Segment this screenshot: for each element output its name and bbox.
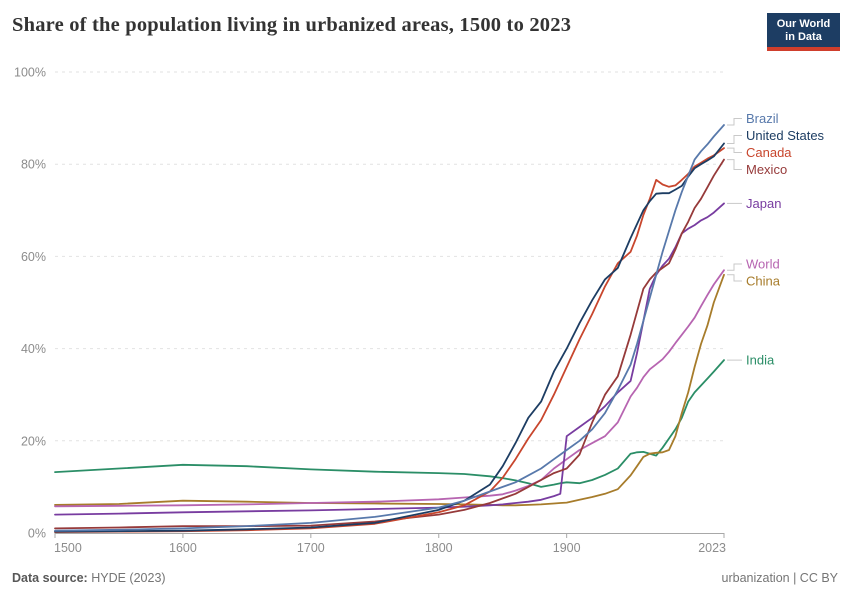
y-tick-label-60: 60% <box>21 250 46 264</box>
label-connector-canada <box>727 147 742 153</box>
y-tick-label-40: 40% <box>21 342 46 356</box>
chart-title: Share of the population living in urbani… <box>12 14 572 36</box>
y-tick-label-80: 80% <box>21 158 46 172</box>
label-connector-brazil <box>727 118 742 126</box>
x-tick-label-2023: 2023 <box>698 541 726 555</box>
series-line-china <box>54 273 725 507</box>
series-line-japan <box>54 202 725 516</box>
entity-label-world[interactable]: World <box>746 257 780 272</box>
owid-logo-line1: Our World <box>776 18 831 30</box>
owid-logo-line2: in Data <box>785 30 822 43</box>
entity-label-india[interactable]: India <box>746 353 775 368</box>
entity-label-china[interactable]: China <box>746 274 781 289</box>
entity-label-united-states[interactable]: United States <box>746 128 825 143</box>
x-tick-label-1900: 1900 <box>553 541 581 555</box>
entity-label-mexico[interactable]: Mexico <box>746 162 787 177</box>
owid-logo: Our World in Data <box>767 13 840 51</box>
label-connector-mexico <box>727 159 742 170</box>
x-tick-label-1600: 1600 <box>169 541 197 555</box>
series-line-world <box>54 269 725 508</box>
series-line-mexico <box>54 158 725 530</box>
label-connector-world <box>727 263 742 271</box>
series-line-brazil <box>54 124 725 532</box>
series-line-canada <box>54 147 725 533</box>
y-tick-label-0: 0% <box>28 527 46 541</box>
entity-label-canada[interactable]: Canada <box>746 145 792 160</box>
data-source-value: HYDE (2023) <box>91 571 166 585</box>
x-tick-label-1700: 1700 <box>297 541 325 555</box>
license-link[interactable]: urbanization | CC BY <box>721 571 839 585</box>
x-tick-label-1500: 1500 <box>54 541 82 555</box>
data-source: Data source: HYDE (2023) <box>12 571 166 585</box>
x-tick-label-1800: 1800 <box>425 541 453 555</box>
series-line-united-states <box>54 142 725 533</box>
entity-label-japan[interactable]: Japan <box>746 196 781 211</box>
y-tick-label-20: 20% <box>21 434 46 448</box>
entity-label-brazil[interactable]: Brazil <box>746 111 779 126</box>
y-tick-label-100: 100% <box>14 66 46 80</box>
series-line-india <box>54 359 725 488</box>
data-source-label: Data source: <box>12 571 88 585</box>
label-connector-china <box>727 274 742 282</box>
label-connector-united-states <box>727 135 742 144</box>
